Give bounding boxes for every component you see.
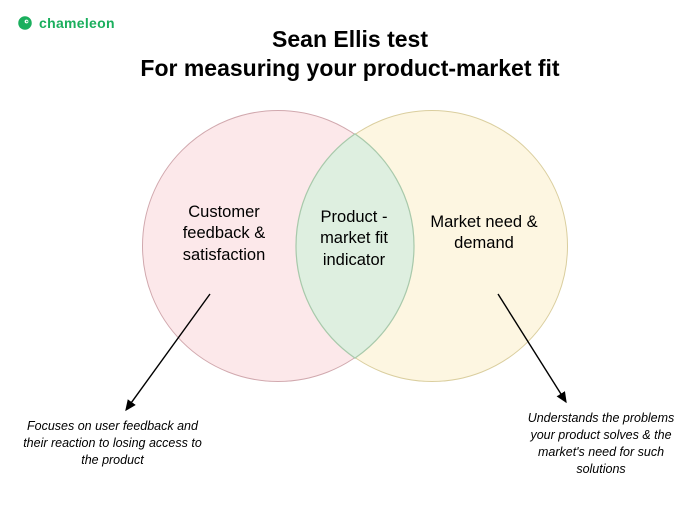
venn-label-left: Customer feedback & satisfaction — [160, 202, 288, 266]
page-title: Sean Ellis test For measuring your produ… — [0, 26, 700, 82]
venn-diagram: Customer feedback & satisfactionProduct … — [0, 102, 700, 522]
left-caption: Focuses on user feedback and their react… — [20, 418, 205, 469]
right-caption: Understands the problems your product so… — [515, 410, 687, 478]
venn-label-right: Market need & demand — [424, 212, 544, 255]
title-line-1: Sean Ellis test — [0, 26, 700, 53]
title-line-2: For measuring your product-market fit — [0, 55, 700, 82]
venn-label-intersection: Product - market fit indicator — [298, 207, 410, 271]
